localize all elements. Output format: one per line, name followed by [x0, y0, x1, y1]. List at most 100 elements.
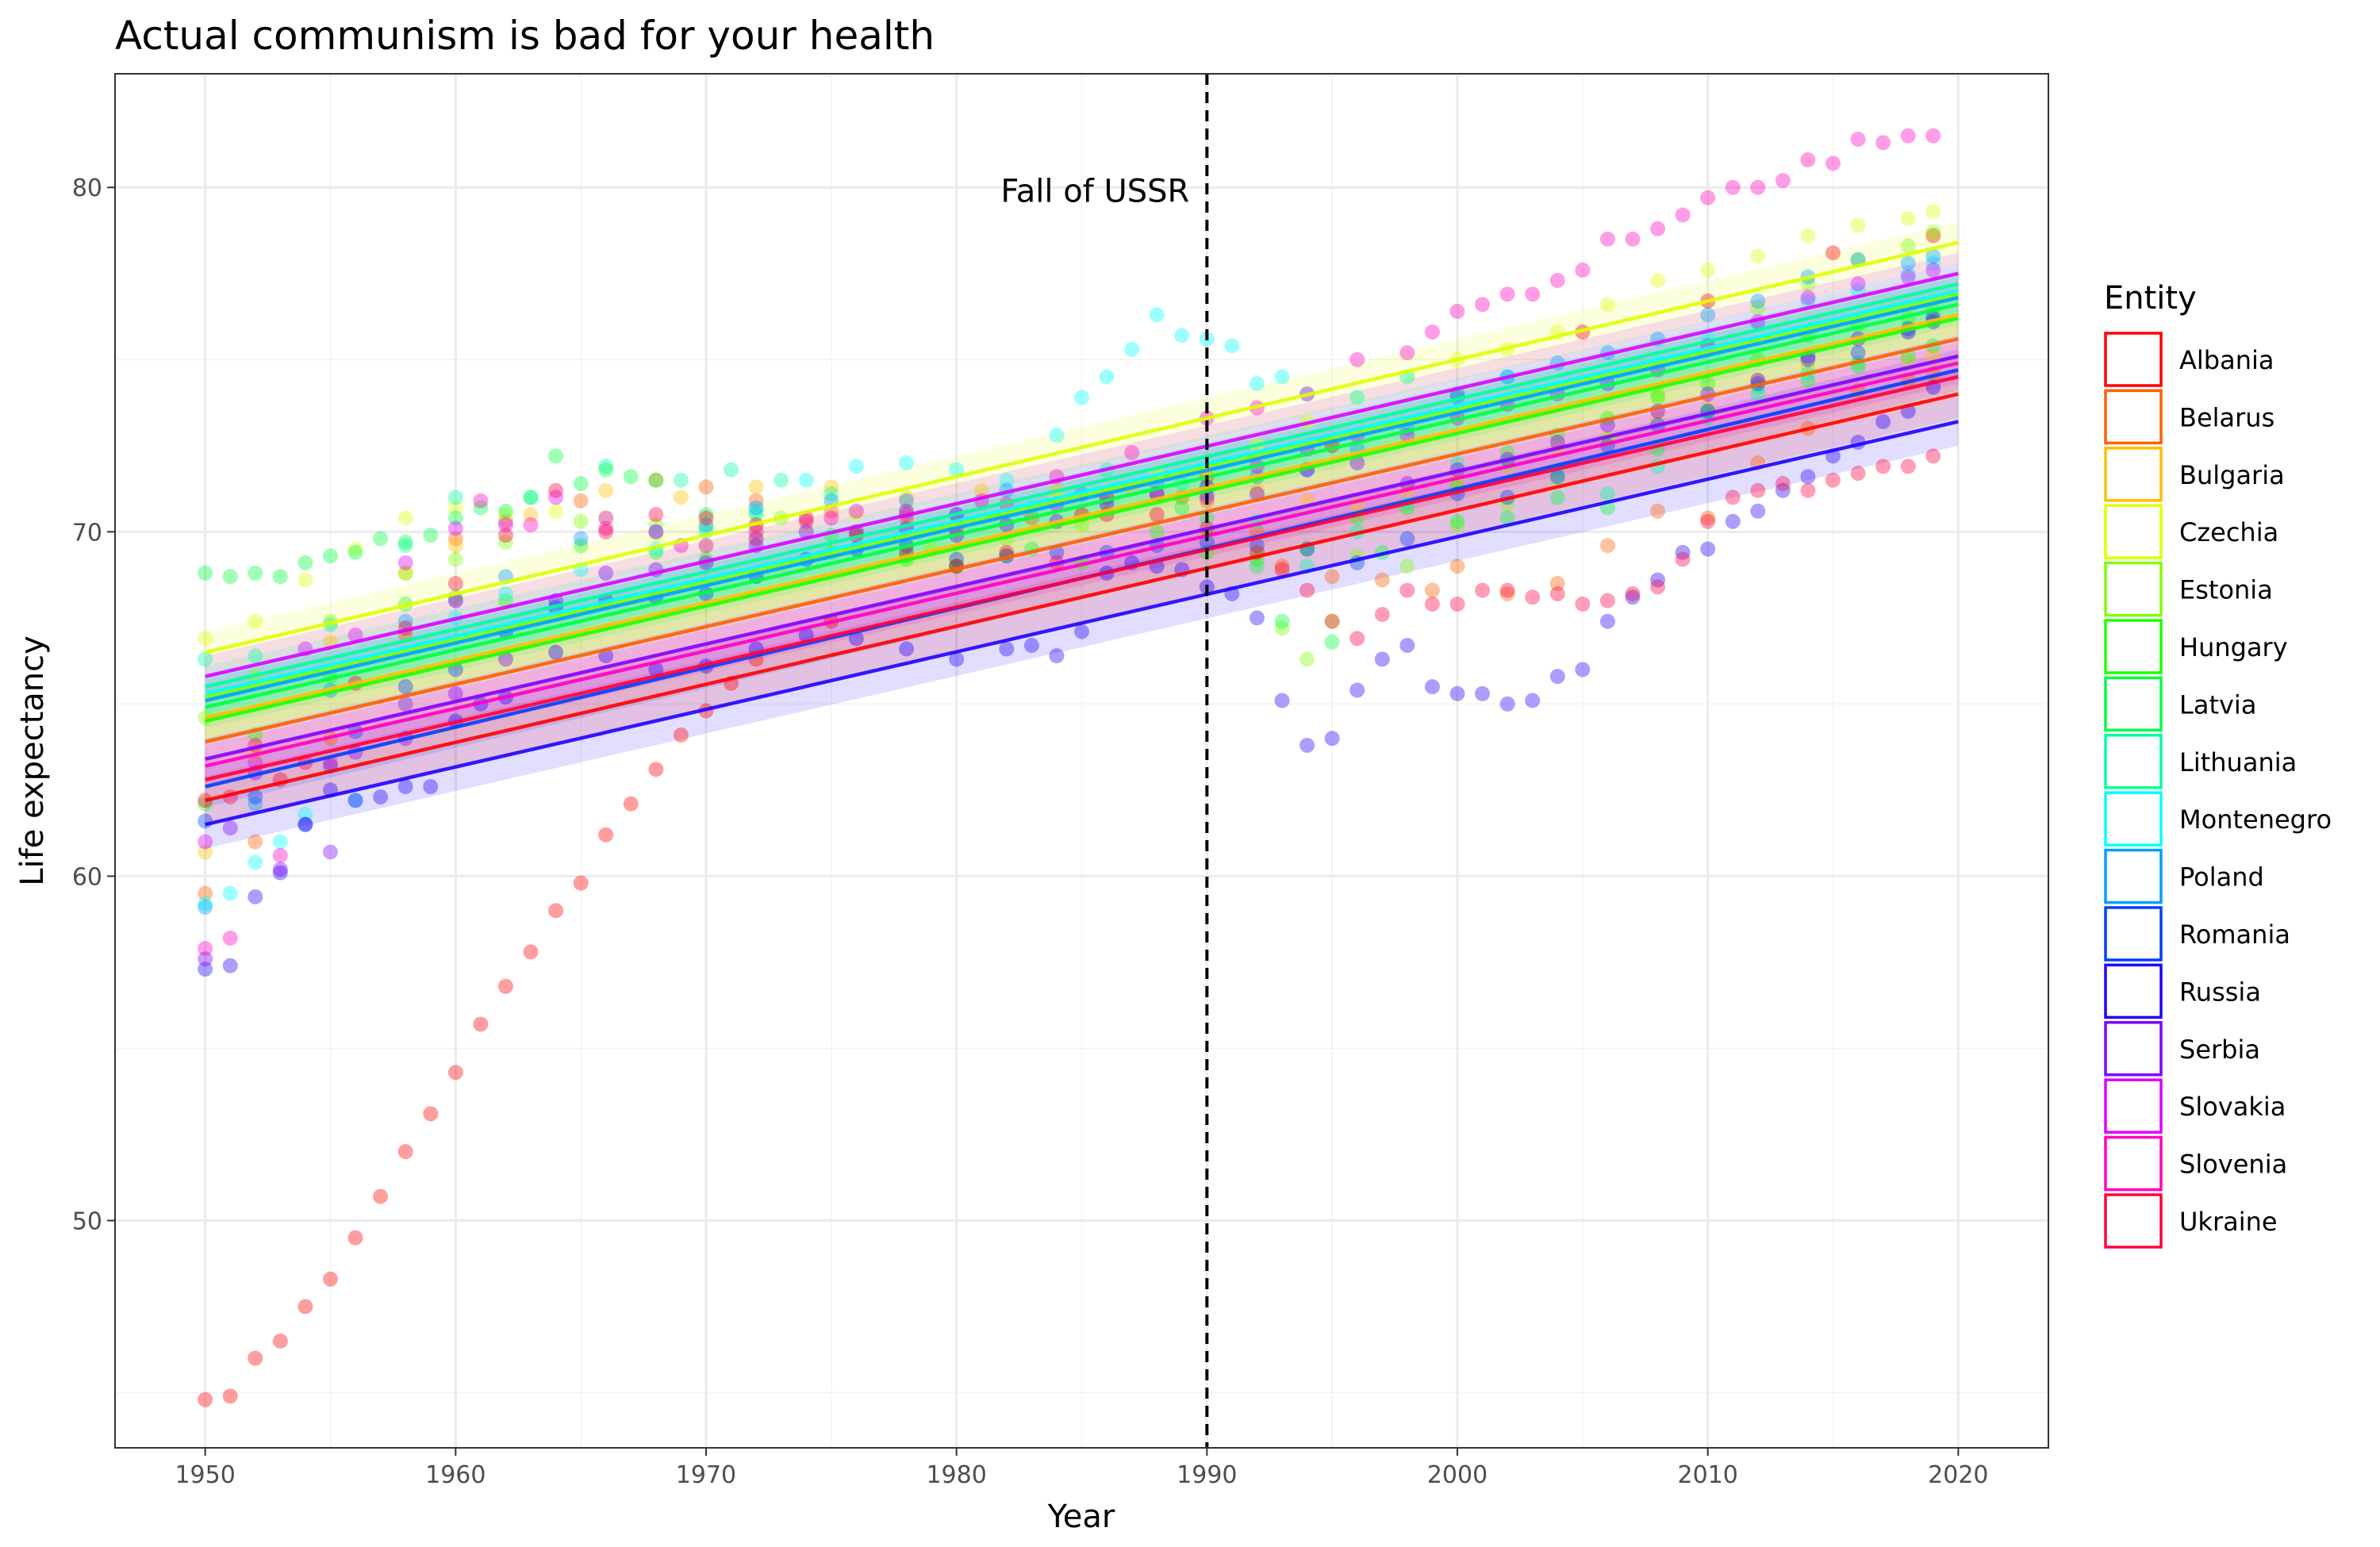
point-romania [1549, 469, 1565, 485]
point-slovenia [748, 531, 764, 547]
point-montenegro [1149, 307, 1165, 323]
fit-slovenia [205, 361, 1959, 768]
point-latvia [397, 534, 413, 550]
point-belarus [573, 493, 589, 509]
point-ukraine [1675, 551, 1691, 567]
point-slovakia [548, 489, 564, 505]
point-ukraine [1725, 489, 1741, 505]
legend-label: Bulgaria [2179, 460, 2285, 490]
point-estonia [1549, 472, 1565, 488]
legend-key [2104, 676, 2163, 732]
point-russia [1549, 669, 1565, 685]
point-czechia [548, 503, 564, 519]
point-ukraine [1274, 562, 1290, 578]
legend-item-bulgaria: Bulgaria [2104, 447, 2285, 502]
legend-key [2104, 791, 2163, 846]
point-romania [1800, 351, 1816, 367]
point-poland [748, 500, 764, 516]
x-tick-label: 1990 [1177, 1461, 1237, 1489]
point-slovenia [523, 517, 539, 533]
legend-label: Montenegro [2179, 804, 2332, 835]
point-slovakia [748, 524, 764, 539]
point-ukraine [1525, 589, 1541, 605]
fall-of-ussr-label: Fall of USSR [1000, 174, 1189, 210]
point-albania [423, 1106, 439, 1122]
point-latvia [373, 531, 389, 547]
point-slovenia [598, 520, 614, 536]
point-slovenia [272, 847, 288, 863]
point-albania [373, 1188, 389, 1204]
point-poland [1750, 293, 1766, 309]
point-slovenia [1599, 231, 1615, 247]
point-russia [248, 889, 263, 904]
point-estonia [447, 551, 463, 567]
point-bulgaria [1900, 351, 1916, 367]
point-lithuania [673, 472, 689, 488]
legend-label: Slovakia [2179, 1092, 2286, 1122]
point-belarus [1650, 503, 1666, 519]
point-russia [1074, 624, 1089, 639]
point-belarus [1449, 559, 1465, 574]
x-tick-label: 1950 [175, 1461, 235, 1489]
legend-label: Ukraine [2179, 1207, 2278, 1237]
legend-item-czechia: Czechia [2104, 504, 2278, 559]
point-albania [447, 1065, 463, 1081]
point-hungary [748, 531, 764, 547]
legend-key [2104, 1078, 2163, 1134]
point-belarus [1499, 585, 1515, 601]
point-albania [497, 978, 513, 994]
point-belarus [1324, 569, 1340, 585]
legend-key [2104, 619, 2163, 674]
point-albania [598, 827, 614, 843]
point-albania [473, 1016, 489, 1032]
point-montenegro [748, 503, 764, 519]
legend-item-poland: Poland [2104, 848, 2264, 904]
point-bulgaria [1650, 410, 1666, 426]
point-estonia [1750, 300, 1766, 316]
point-hungary [573, 538, 589, 554]
point-czechia [1900, 210, 1916, 226]
legend-label: Estonia [2179, 575, 2273, 605]
legend-key [2104, 1135, 2163, 1192]
point-ukraine [1349, 631, 1365, 647]
point-estonia [1299, 651, 1315, 667]
fit-montenegro [205, 289, 1959, 696]
point-poland [1700, 307, 1716, 323]
point-slovenia [1349, 351, 1365, 367]
legend-label: Poland [2179, 862, 2264, 892]
point-czechia [1750, 248, 1766, 264]
point-latvia [347, 544, 363, 560]
point-slovenia [1850, 131, 1866, 147]
point-montenegro [1074, 390, 1089, 405]
point-ukraine [698, 510, 714, 526]
point-lithuania [598, 459, 614, 474]
fit-belarus [205, 337, 1959, 744]
point-latvia [1549, 489, 1565, 505]
legend-label: Hungary [2179, 632, 2288, 662]
point-russia [1349, 682, 1365, 698]
point-estonia [1324, 613, 1340, 629]
point-slovakia [198, 834, 213, 850]
point-ukraine [598, 524, 614, 539]
point-lithuania [823, 486, 839, 502]
point-russia [1725, 513, 1741, 529]
point-latvia [423, 528, 439, 543]
point-albania [198, 1392, 213, 1407]
point-russia [648, 662, 664, 678]
point-latvia [1274, 613, 1290, 629]
point-latvia [548, 448, 564, 464]
point-lithuania [198, 651, 213, 667]
point-slovenia [198, 941, 213, 957]
point-slovakia [497, 517, 513, 533]
point-russia [397, 779, 413, 795]
point-russia [1625, 589, 1641, 605]
point-ukraine [1750, 482, 1766, 498]
legend-item-montenegro: Montenegro [2104, 791, 2332, 846]
legend-key [2104, 963, 2163, 1019]
point-lithuania [1599, 486, 1615, 502]
point-montenegro [497, 585, 513, 601]
point-latvia [1249, 559, 1265, 574]
legend-title: Entity [2104, 280, 2197, 317]
legend-label: Serbia [2179, 1035, 2260, 1065]
point-slovakia [347, 628, 363, 643]
